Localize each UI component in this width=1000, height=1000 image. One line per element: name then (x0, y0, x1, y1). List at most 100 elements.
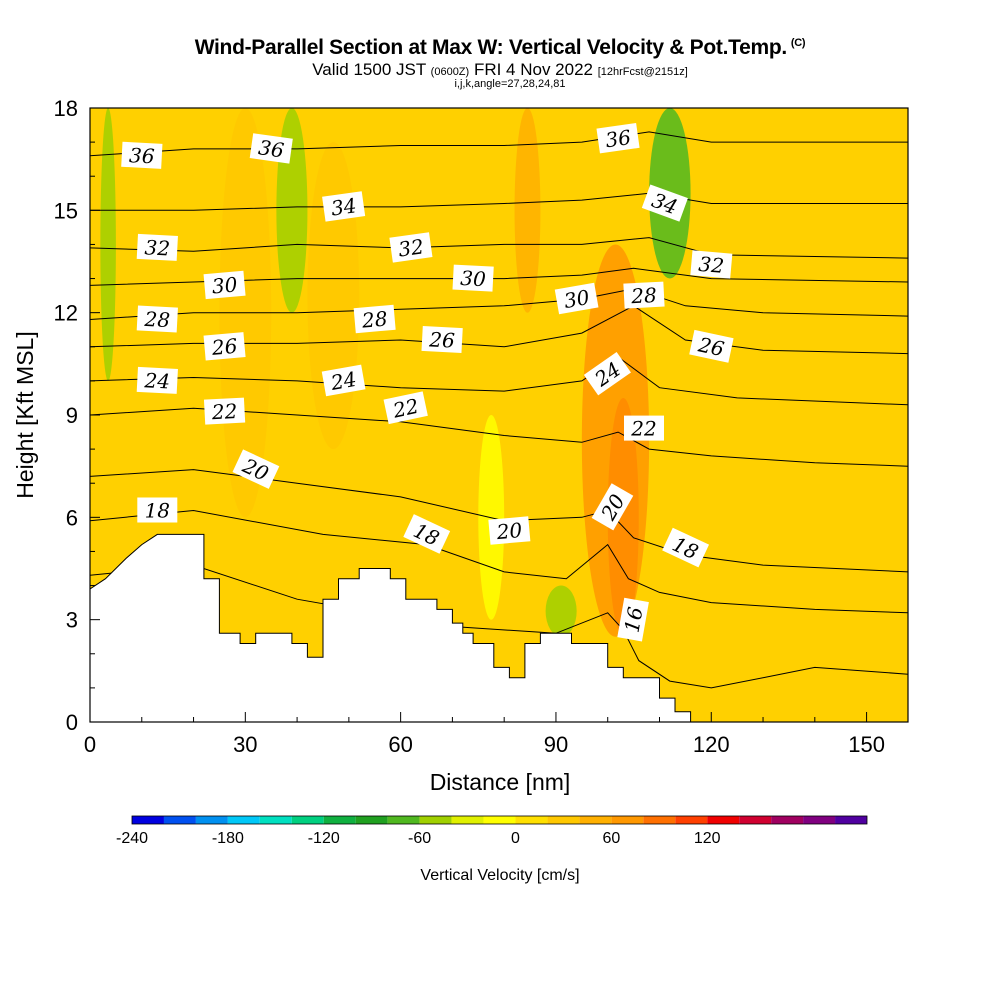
colorbar-tick-label: -240 (116, 830, 148, 847)
contour-label-1: 36 (249, 133, 293, 164)
contour-label-text: 24 (143, 368, 171, 393)
colorbar-swatch (611, 816, 644, 824)
contour-label-21: 22 (383, 391, 428, 425)
theta-contour-18 (90, 509, 908, 614)
contour-label-13: 28 (623, 281, 665, 309)
contour-label-text: 32 (397, 234, 426, 261)
title-text: Wind-Parallel Section at Max W: Vertical… (194, 36, 788, 59)
colorbar-swatch (771, 816, 804, 824)
colorbar-swatch (195, 816, 228, 824)
contour-label-22: 22 (624, 415, 664, 441)
colorbar-swatch (515, 816, 548, 824)
contour-label-9: 30 (452, 264, 494, 292)
contour-label-text: 30 (460, 266, 487, 291)
contour-label-text: 22 (210, 399, 238, 424)
colorbar-tick-label: -180 (212, 830, 244, 847)
valid-utc: (0600Z) (430, 66, 470, 78)
contour-label-2: 34 (322, 191, 366, 222)
colorbar-label: Vertical Velocity [cm/s] (420, 867, 579, 884)
contour-label-text: 32 (144, 235, 171, 260)
theta-contour-28 (90, 288, 908, 320)
contour-label-text: 26 (210, 334, 239, 360)
colorbar-frame (131, 815, 868, 825)
colorbar-swatch (291, 816, 324, 824)
contour-label-12: 28 (353, 304, 396, 334)
colorbar-tick-label: -60 (408, 830, 431, 847)
contour-label-7: 32 (690, 250, 733, 279)
colorbar-tick-label: -120 (308, 830, 340, 847)
colorbar-swatch (259, 816, 292, 824)
contour-label-text: 18 (145, 499, 170, 523)
theta-contour-36 (90, 131, 908, 157)
contour-label-text: 30 (211, 272, 239, 298)
contour-label-15: 26 (421, 325, 463, 354)
contour-label-0: 36 (121, 141, 163, 169)
colorbar-swatch (227, 816, 260, 824)
chart-subtitle: Valid 1500 JST (0600Z) FRI 4 Nov 2022 [1… (0, 60, 1000, 80)
colorbar-swatch (835, 816, 867, 824)
contour-label-8: 30 (203, 270, 246, 300)
colorbar: -240 -180 -120 -60 0 60 120 (116, 815, 868, 847)
contour-label-text: 22 (630, 417, 656, 441)
colorbar-swatch (675, 816, 708, 824)
colorbar-swatch (643, 816, 676, 824)
x-tick-label: 120 (693, 732, 730, 757)
colorbar-swatch (739, 816, 772, 824)
updraft-band-4 (307, 142, 360, 450)
valid-prefix: Valid 1500 JST (312, 60, 426, 79)
contour-label-text: 36 (604, 125, 633, 152)
contour-label-text: 22 (390, 394, 421, 423)
x-tick-label: 60 (388, 732, 412, 757)
colorbar-swatch (163, 816, 196, 824)
y-tick-label: 6 (66, 505, 78, 530)
contour-label-text: 26 (428, 327, 456, 352)
contour-label-26: 18 (137, 497, 178, 523)
contour-label-20: 22 (203, 397, 246, 425)
downdraft-band-8 (545, 585, 577, 637)
x-tick-label: 90 (544, 732, 568, 757)
contour-label-text: 20 (495, 518, 524, 544)
forecast-info: [12hrFcst@2151z] (597, 66, 688, 78)
terrain (90, 533, 908, 722)
downdraft-band-5 (100, 108, 116, 381)
y-tick-label: 3 (66, 608, 78, 633)
contour-label-text: 28 (630, 283, 658, 308)
theta-contour-24 (90, 356, 908, 406)
colorbar-swatch (419, 816, 452, 824)
colorbar-tick-label: 60 (602, 830, 620, 847)
x-tick-label: 30 (233, 732, 257, 757)
colorbar-swatch (132, 816, 164, 824)
contour-label-5: 32 (136, 233, 178, 261)
contour-label-text: 32 (698, 252, 725, 278)
colorbar-swatch (707, 816, 740, 824)
x-tick-label: 0 (84, 732, 96, 757)
copyright-mark: (C) (790, 37, 806, 49)
updraft-band-2 (514, 108, 541, 313)
updraft-band-1 (581, 244, 650, 637)
contour-label-text: 26 (695, 332, 726, 361)
colorbar-tick-label: 120 (694, 830, 721, 847)
x-axis-label: Distance [nm] (430, 769, 571, 795)
y-tick-label: 15 (54, 198, 78, 223)
colorbar-swatch (355, 816, 388, 824)
colorbar-swatch (387, 816, 420, 824)
contour-label-text: 36 (257, 135, 286, 162)
theta-contour-34 (90, 192, 908, 211)
y-axis-label: Height [Kft MSL] (12, 331, 38, 498)
contour-label-17: 24 (136, 366, 178, 394)
contour-label-18: 24 (321, 364, 366, 397)
contour-label-6: 32 (389, 232, 433, 263)
colorbar-swatch (579, 816, 612, 824)
theta-contour-22 (90, 407, 908, 467)
contour-label-text: 28 (143, 307, 171, 332)
contour-label-text: 24 (328, 367, 358, 395)
colorbar-swatch (451, 816, 484, 824)
contour-label-14: 26 (203, 332, 246, 361)
contour-label-11: 28 (136, 305, 178, 333)
y-tick-label: 9 (66, 403, 78, 428)
colorbar-swatch (323, 816, 356, 824)
